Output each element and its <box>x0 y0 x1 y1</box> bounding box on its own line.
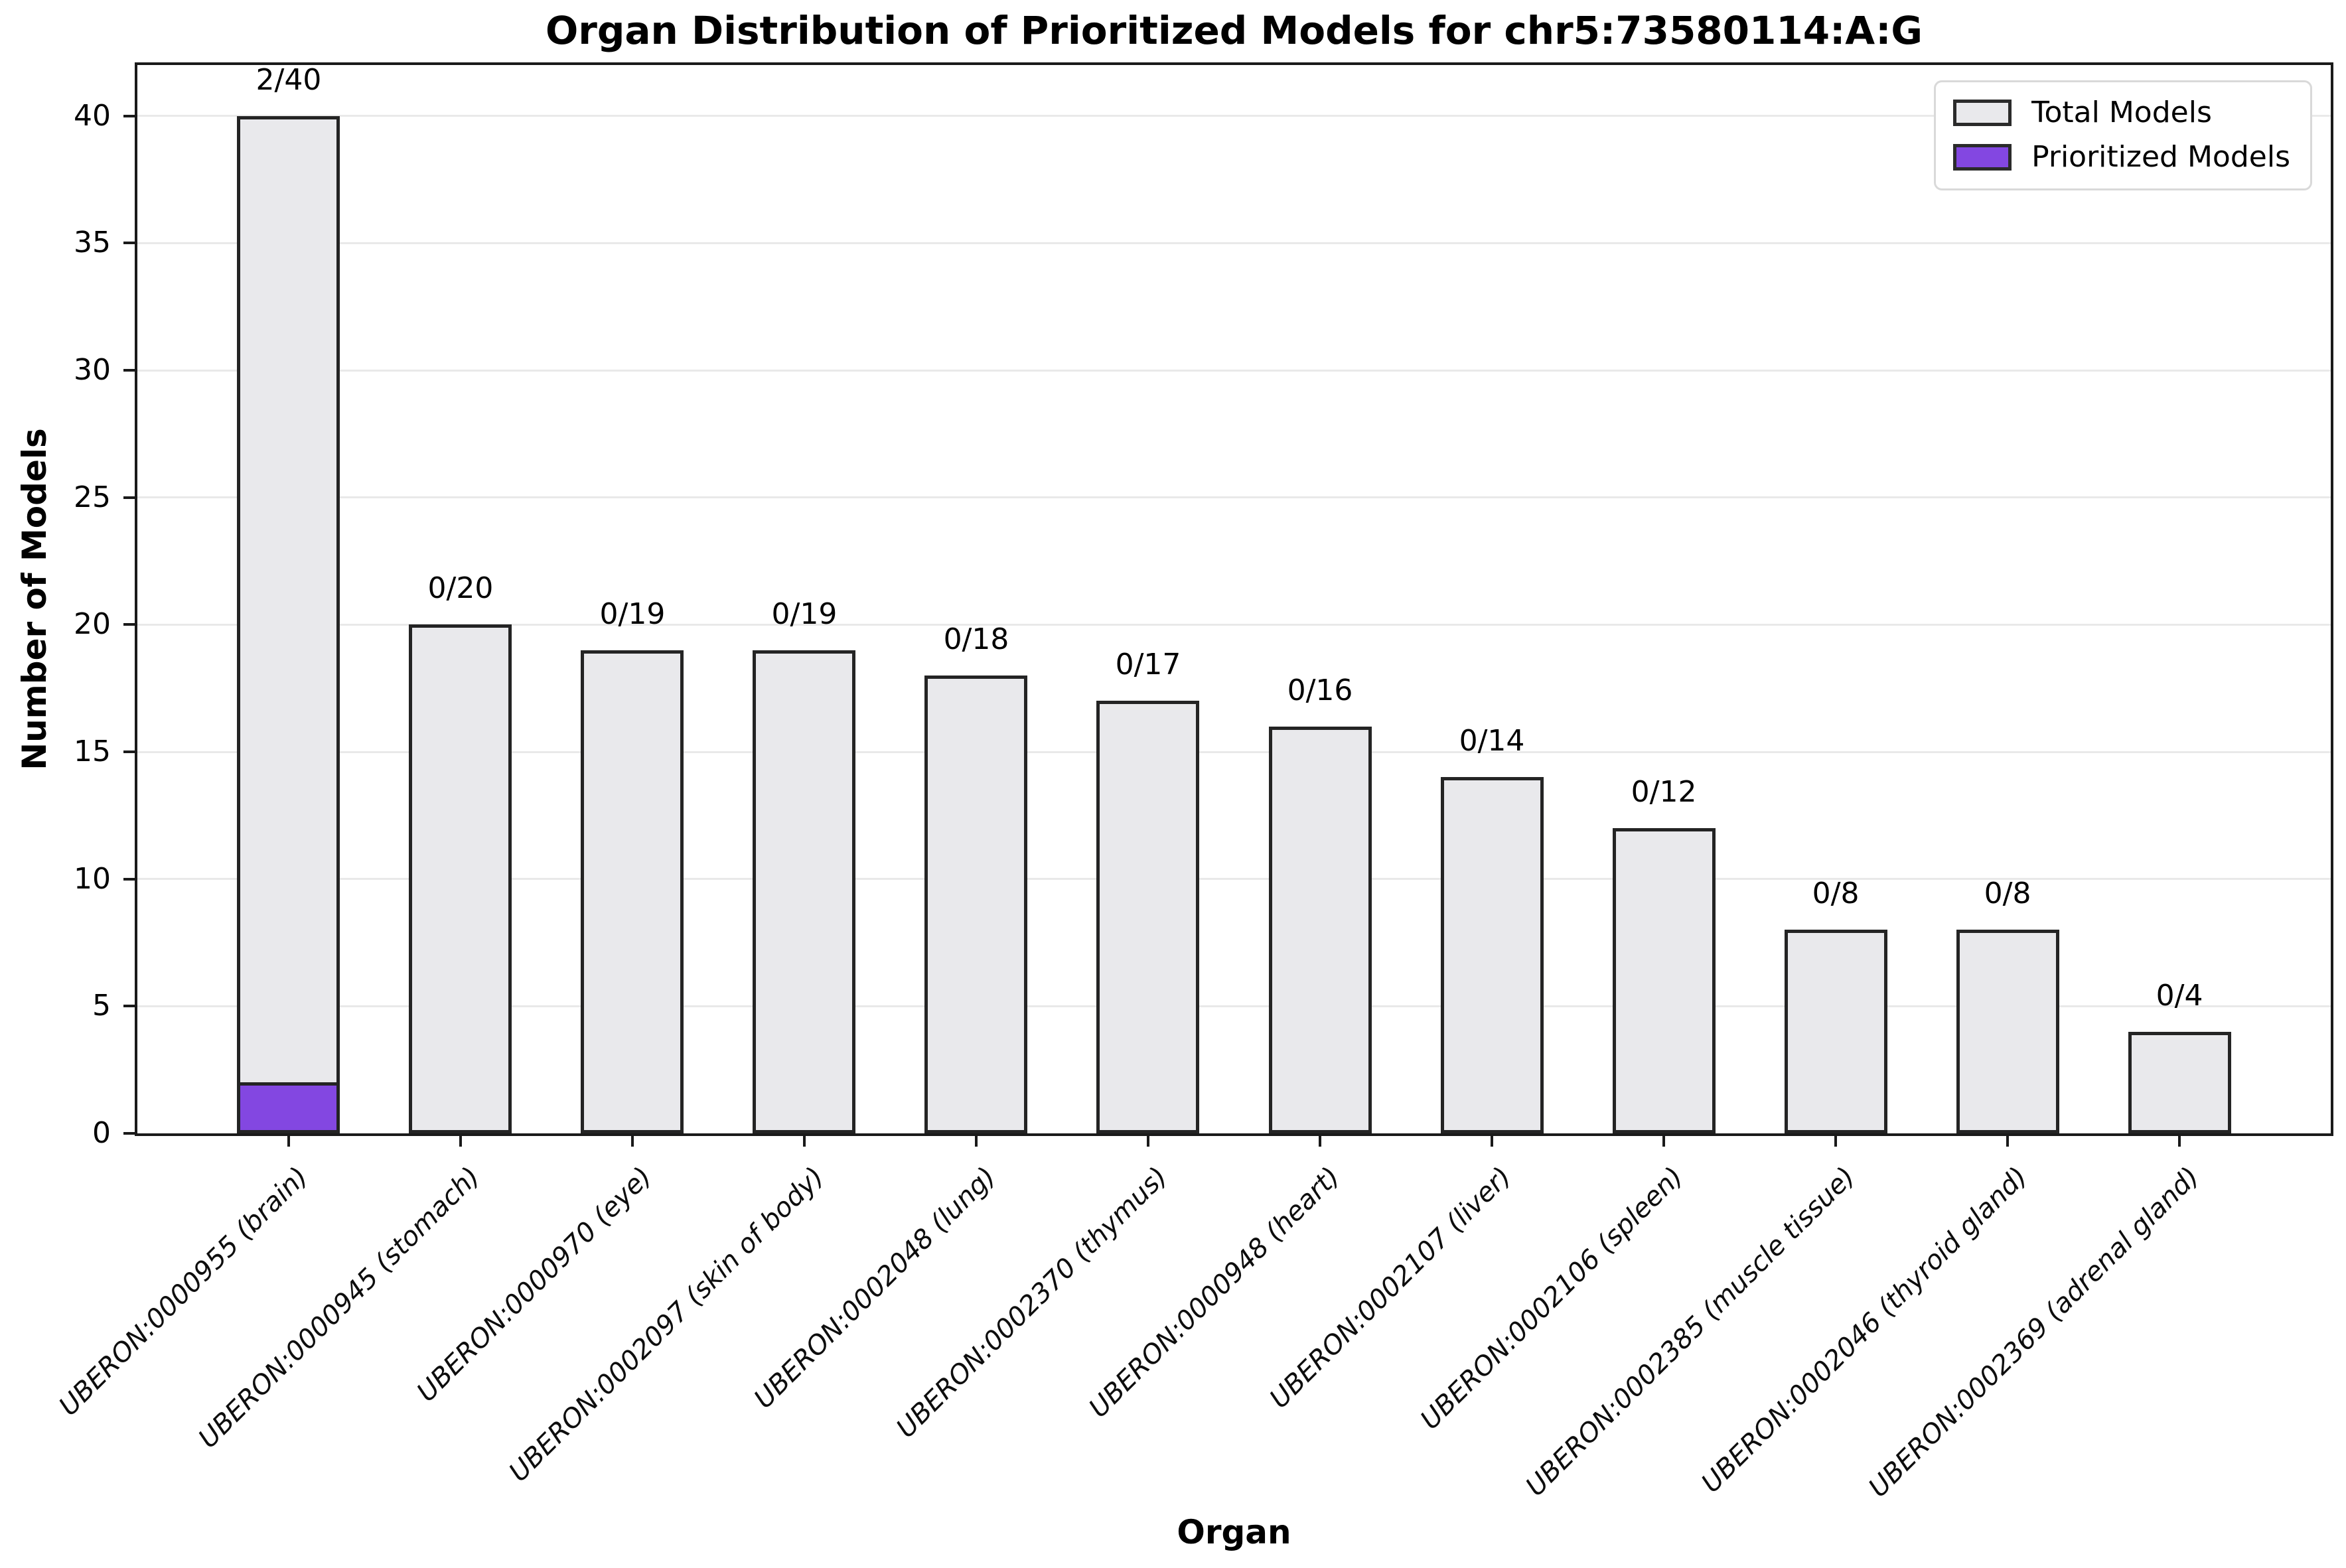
total-models-swatch <box>1953 99 2012 126</box>
total-models-bar <box>1612 828 1716 1133</box>
legend-label: Total Models <box>2031 96 2212 129</box>
y-tick-label: 25 <box>74 480 111 514</box>
y-tick-mark <box>123 1005 135 1008</box>
total-models-bar <box>237 115 340 1133</box>
x-tick-label: UBERON:0000945 (stomach) <box>192 1161 486 1455</box>
legend-item-total-models: Total Models <box>1953 96 2290 129</box>
x-tick-mark <box>459 1133 462 1147</box>
gridline-y-15 <box>137 750 2331 753</box>
prioritized-models-bar <box>237 1082 340 1133</box>
prioritized-models-swatch <box>1953 143 2012 171</box>
y-tick-mark <box>123 623 135 626</box>
x-tick-mark <box>974 1133 978 1147</box>
y-tick-mark <box>123 877 135 881</box>
total-models-bar <box>924 676 1028 1133</box>
x-tick-label: UBERON:0002385 (muscle tissue) <box>1520 1161 1862 1502</box>
legend-item-prioritized-models: Prioritized Models <box>1953 140 2290 174</box>
gridline-y-40 <box>137 115 2331 117</box>
total-models-bar <box>409 624 512 1133</box>
y-tick-label: 20 <box>74 607 111 642</box>
x-tick-mark <box>1662 1133 1666 1147</box>
legend: Total Models Prioritized Models <box>1934 80 2312 190</box>
bar-value-label: 0/8 <box>1984 877 2031 911</box>
x-tick-mark <box>2006 1133 2010 1147</box>
y-tick-mark <box>123 369 135 372</box>
y-tick-mark <box>123 496 135 499</box>
total-models-bar <box>1784 930 1887 1133</box>
total-models-bar <box>581 650 684 1133</box>
total-models-bar <box>1956 930 2059 1133</box>
total-models-bar <box>1096 701 1200 1133</box>
y-tick-label: 5 <box>92 989 111 1023</box>
y-tick-mark <box>123 114 135 117</box>
total-models-bar <box>1268 726 1372 1133</box>
y-tick-mark <box>123 1132 135 1135</box>
x-tick-label: UBERON:0002097 (skin of body) <box>503 1161 830 1488</box>
y-tick-label: 40 <box>74 98 111 133</box>
bar-value-label: 0/8 <box>1812 877 1860 911</box>
y-tick-label: 0 <box>92 1116 111 1150</box>
gridline-y-10 <box>137 878 2331 881</box>
bar-value-label: 2/40 <box>256 62 322 97</box>
x-tick-mark <box>1491 1133 1494 1147</box>
x-axis-label: Organ <box>1177 1513 1291 1551</box>
bar-value-label: 0/20 <box>427 571 494 606</box>
total-models-bar <box>1440 777 1544 1133</box>
bar-value-label: 0/17 <box>1115 648 1181 682</box>
bar-value-label: 0/16 <box>1287 673 1353 707</box>
x-tick-mark <box>2178 1133 2181 1147</box>
bar-value-label: 0/14 <box>1459 724 1525 758</box>
chart-title: Organ Distribution of Prioritized Models… <box>545 8 1923 53</box>
gridline-y-35 <box>137 242 2331 244</box>
x-tick-mark <box>1319 1133 1321 1147</box>
gridline-y-25 <box>137 496 2331 499</box>
x-tick-mark <box>1146 1133 1149 1147</box>
y-tick-label: 35 <box>74 226 111 260</box>
bar-value-label: 0/18 <box>943 622 1009 656</box>
y-tick-label: 30 <box>74 353 111 387</box>
gridline-y-20 <box>137 623 2331 626</box>
bar-value-label: 0/4 <box>2156 978 2203 1013</box>
total-models-bar <box>753 650 856 1133</box>
bar-value-label: 0/19 <box>599 597 666 631</box>
x-tick-mark <box>802 1133 806 1147</box>
x-tick-label: UBERON:0002046 (thyroid gland) <box>1695 1161 2033 1499</box>
x-tick-mark <box>287 1133 290 1147</box>
legend-label: Prioritized Models <box>2031 140 2290 174</box>
y-tick-label: 10 <box>74 861 111 896</box>
total-models-bar <box>2128 1031 2231 1133</box>
x-tick-label: UBERON:0002370 (thymus) <box>891 1161 1174 1445</box>
bar-value-label: 0/12 <box>1631 775 1697 809</box>
y-tick-label: 15 <box>74 735 111 768</box>
x-tick-mark <box>630 1133 634 1147</box>
plot-area: Total Models Prioritized Models 0 5 10 15 20… <box>54 62 2333 1504</box>
y-tick-mark <box>123 242 135 245</box>
gridline-y-30 <box>137 369 2331 372</box>
x-tick-mark <box>1834 1133 1838 1147</box>
gridline-y-5 <box>137 1005 2331 1007</box>
x-tick-label: UBERON:0002369 (adrenal gland) <box>1863 1161 2205 1504</box>
y-tick-mark <box>123 750 135 753</box>
bar-value-label: 0/19 <box>771 597 838 631</box>
y-axis-label: Number of Models <box>15 428 54 770</box>
